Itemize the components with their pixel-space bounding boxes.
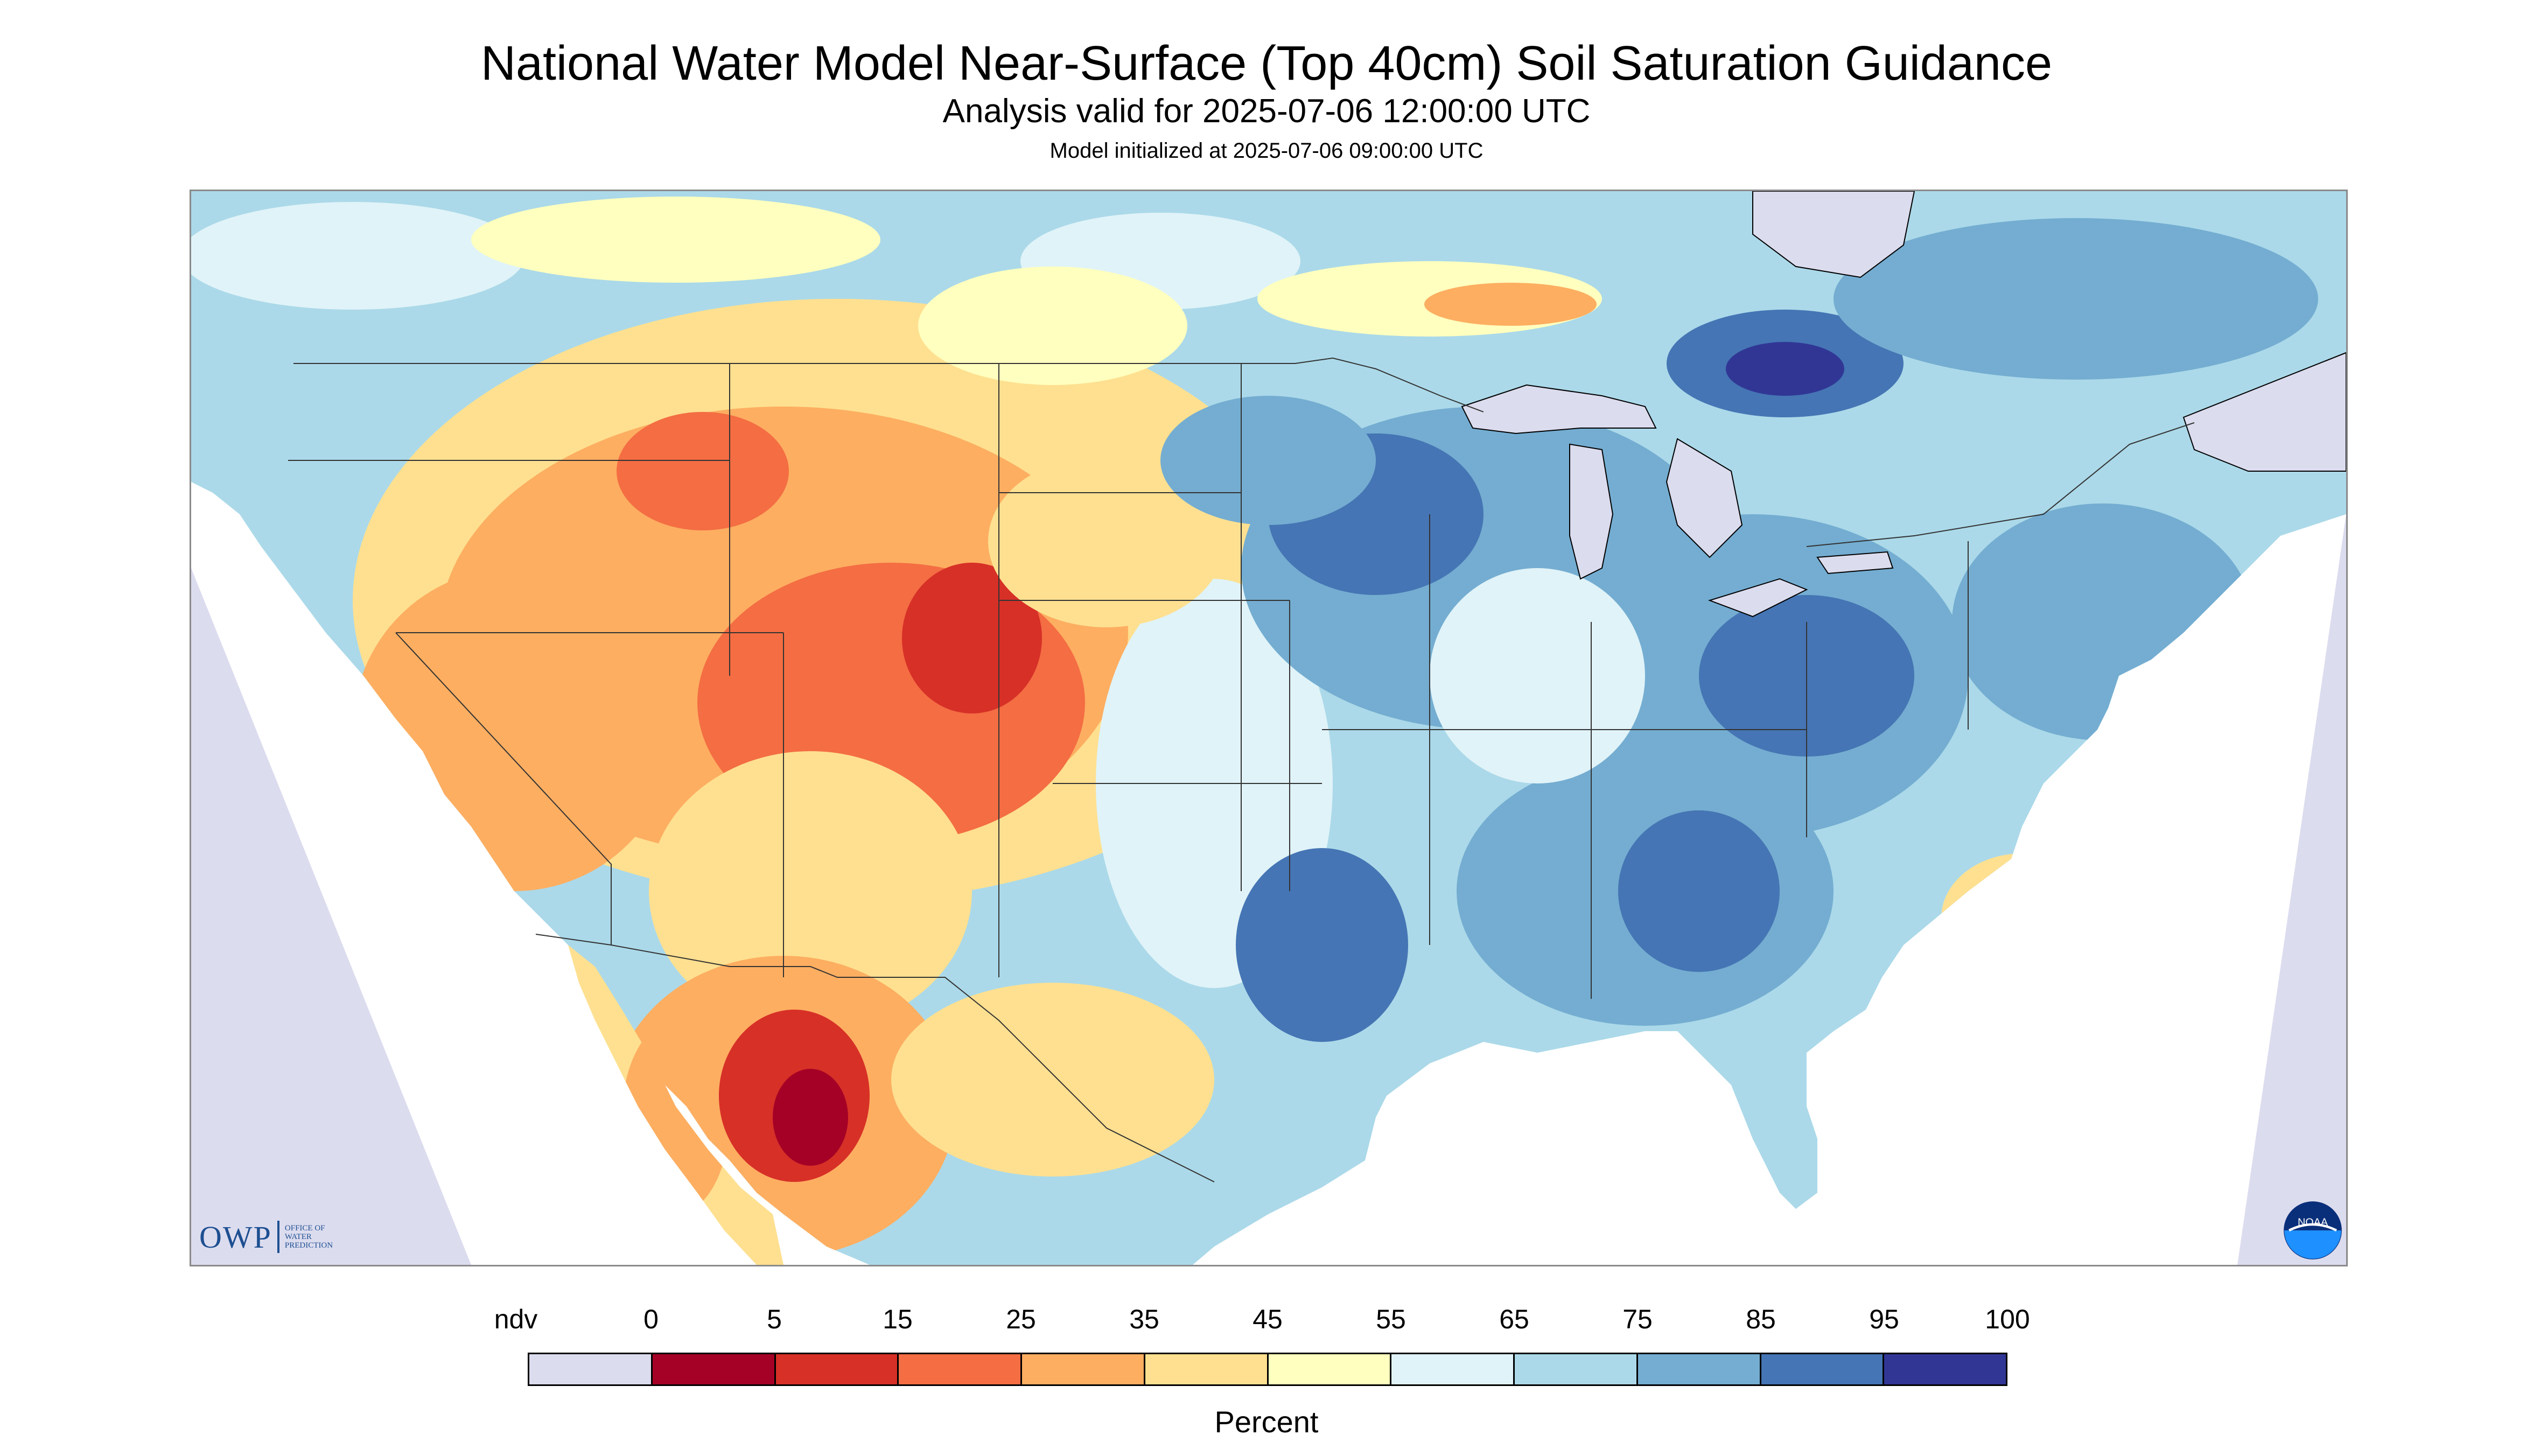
owp-line-2: Water <box>284 1233 312 1241</box>
chart-title: National Water Model Near-Surface (Top 4… <box>480 37 2052 90</box>
lake-ontario <box>1816 551 1894 575</box>
soil-saturation-map <box>191 191 2346 1265</box>
lake-huron <box>1666 438 1743 558</box>
political-boundaries <box>288 357 2195 1182</box>
noaa-text: NOAA <box>2298 1216 2328 1228</box>
colorbar-bin-2 <box>775 1354 899 1384</box>
lake-erie <box>1708 578 1808 618</box>
chart-subtitle: Analysis valid for 2025-07-06 12:00:00 U… <box>942 93 1591 130</box>
owp-line-1: Office of <box>284 1224 325 1233</box>
gulf-of-st-lawrence <box>2182 352 2346 472</box>
colorbar-label: 65 <box>1499 1304 1529 1334</box>
us-canada-border <box>293 357 1484 412</box>
us-mexico-border <box>535 934 1215 1182</box>
colorbar-label: 95 <box>1869 1304 1899 1334</box>
colorbar-bin-6 <box>1268 1354 1392 1384</box>
colorbar-label: 45 <box>1252 1304 1283 1334</box>
colorbar-bin-3 <box>899 1354 1022 1384</box>
model-init-time: Model initialized at 2025-07-06 09:00:00… <box>1049 139 1484 163</box>
colorbar-label: 100 <box>1985 1304 2030 1334</box>
colorbar-bin-4 <box>1022 1354 1145 1384</box>
map-frame <box>190 190 2348 1266</box>
colorbar-label: 85 <box>1746 1304 1776 1334</box>
noaa-logo: NOAA <box>2284 1201 2342 1259</box>
colorbar-bin-5 <box>1145 1354 1269 1384</box>
colorbar-bin-10 <box>1761 1354 1885 1384</box>
colorbar-label: 55 <box>1376 1304 1406 1334</box>
owp-divider <box>277 1221 279 1253</box>
colorbar-bin-1 <box>652 1354 776 1384</box>
owp-line-3: Prediction <box>284 1241 333 1250</box>
colorbar-bin-0 <box>529 1354 653 1384</box>
colorbar <box>528 1353 2007 1386</box>
colorbar-label: 25 <box>1006 1304 1036 1334</box>
colorbar-bin-8 <box>1515 1354 1638 1384</box>
colorbar-bin-7 <box>1391 1354 1515 1384</box>
colorbar-label: 15 <box>883 1304 913 1334</box>
colorbar-label: 75 <box>1622 1304 1653 1334</box>
colorbar-label: 5 <box>767 1304 782 1334</box>
colorbar-label: 0 <box>643 1304 659 1334</box>
colorbar-label: ndv <box>494 1304 538 1334</box>
colorbar-bin-9 <box>1638 1354 1761 1384</box>
hudson-bay <box>1752 191 1915 278</box>
lake-superior <box>1461 384 1657 435</box>
lake-michigan <box>1569 443 1614 580</box>
owp-logo: OWP Office of Water Prediction <box>199 1218 333 1256</box>
owp-mark: OWP <box>199 1219 272 1255</box>
colorbar-label: 35 <box>1129 1304 1159 1334</box>
colorbar-units: Percent <box>1214 1405 1319 1439</box>
colorbar-bin-11 <box>1884 1354 2006 1384</box>
water-bodies <box>1461 191 2346 618</box>
us-canada-east-border <box>1806 422 2195 547</box>
